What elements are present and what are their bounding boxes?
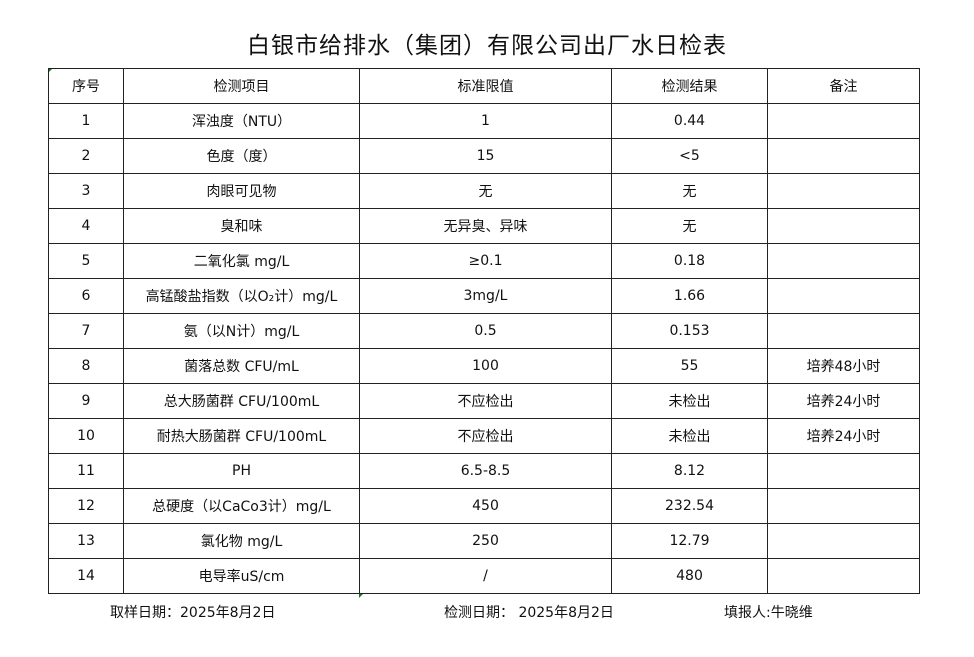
- table-row: 13 氯化物 mg/L 250 12.79: [48, 523, 920, 559]
- table-row: 4 臭和味 无异臭、异味无: [48, 208, 920, 244]
- cell-result: 232.54: [611, 488, 768, 524]
- table-row: 10 耐热大肠菌群 CFU/100mL 不应检出 未检出 培养24小时: [48, 418, 920, 454]
- cell-result: 无: [611, 173, 768, 209]
- sample-date: 取样日期：2025年8月2日: [110, 605, 276, 621]
- table-row: 12 总硬度（以CaCo3计）mg/L 450 232.54: [48, 488, 920, 524]
- cell-no: 11: [48, 453, 124, 489]
- cell-limit: 100: [359, 348, 612, 384]
- cell-result: 8.12: [611, 453, 768, 489]
- cell-limit: 15: [359, 138, 612, 174]
- cell-no: 12: [48, 488, 124, 524]
- cell-no: 4: [48, 208, 124, 244]
- table-row: 7 氨（以N计）mg/L 0.5 0.153: [48, 313, 920, 349]
- cell-no: 5: [48, 243, 124, 279]
- table-row: 1 浑浊度（NTU） 1 0.44: [48, 103, 920, 139]
- table-row: 14 电导率uS/cm/480: [48, 558, 920, 594]
- cell-result: 0.44: [611, 103, 768, 139]
- header-no: 序号: [48, 68, 124, 104]
- cell-no: 9: [48, 383, 124, 419]
- header-note: 备注: [767, 68, 920, 104]
- cell-limit: 不应检出: [359, 383, 612, 419]
- cell-result: 未检出: [611, 383, 768, 419]
- cell-item: 氯化物 mg/L: [123, 523, 360, 559]
- cell-item: 耐热大肠菌群 CFU/100mL: [123, 418, 360, 454]
- cell-no: 1: [48, 103, 124, 139]
- cell-note: [767, 558, 920, 594]
- cell-no: 8: [48, 348, 124, 384]
- cell-note: [767, 208, 920, 244]
- cell-note: [767, 278, 920, 314]
- cell-no: 14: [48, 558, 124, 594]
- cell-item: 臭和味: [123, 208, 360, 244]
- cell-no: 6: [48, 278, 124, 314]
- cell-limit: ≥0.1: [359, 243, 612, 279]
- cell-item: 电导率uS/cm: [123, 558, 360, 594]
- cell-result: <5: [611, 138, 768, 174]
- test-date: 检测日期： 2025年8月2日: [444, 605, 614, 621]
- table-row: 9 总大肠菌群 CFU/100mL 不应检出 未检出 培养24小时: [48, 383, 920, 419]
- cell-result: 未检出: [611, 418, 768, 454]
- table-row: 3 肉眼可见物无无: [48, 173, 920, 209]
- cell-note: [767, 138, 920, 174]
- cell-no: 2: [48, 138, 124, 174]
- cell-note: [767, 173, 920, 209]
- cell-note: [767, 523, 920, 559]
- header-limit: 标准限值: [359, 68, 612, 104]
- cell-limit: 1: [359, 103, 612, 139]
- cell-item: 总大肠菌群 CFU/100mL: [123, 383, 360, 419]
- cell-result: 无: [611, 208, 768, 244]
- header-result: 检测结果: [611, 68, 768, 104]
- cell-note: [767, 243, 920, 279]
- header-item: 检测项目: [123, 68, 360, 104]
- cell-note: [767, 453, 920, 489]
- cell-item: 肉眼可见物: [123, 173, 360, 209]
- cell-note: [767, 313, 920, 349]
- cell-marker-icon: [359, 593, 364, 598]
- cell-limit: 无异臭、异味: [359, 208, 612, 244]
- cell-item: 氨（以N计）mg/L: [123, 313, 360, 349]
- cell-limit: 3mg/L: [359, 278, 612, 314]
- cell-result: 0.153: [611, 313, 768, 349]
- cell-item: PH: [123, 453, 360, 489]
- cell-no: 3: [48, 173, 124, 209]
- cell-no: 7: [48, 313, 124, 349]
- cell-limit: 不应检出: [359, 418, 612, 454]
- inspection-table: 序号 检测项目 标准限值 检测结果 备注 1 浑浊度（NTU） 1 0.44 2 色度（度…: [48, 68, 920, 594]
- cell-item: 二氧化氯 mg/L: [123, 243, 360, 279]
- cell-limit: 450: [359, 488, 612, 524]
- cell-no: 13: [48, 523, 124, 559]
- cell-limit: 6.5-8.5: [359, 453, 612, 489]
- cell-item: 菌落总数 CFU/mL: [123, 348, 360, 384]
- table-row: 8 菌落总数 CFU/mL 100 55 培养48小时: [48, 348, 920, 384]
- cell-result: 12.79: [611, 523, 768, 559]
- cell-limit: 250: [359, 523, 612, 559]
- cell-item: 色度（度）: [123, 138, 360, 174]
- cell-result: 480: [611, 558, 768, 594]
- cell-note: [767, 488, 920, 524]
- cell-limit: /: [359, 558, 612, 594]
- cell-note: 培养48小时: [767, 348, 920, 384]
- cell-no: 10: [48, 418, 124, 454]
- cell-note: 培养24小时: [767, 383, 920, 419]
- cell-note: 培养24小时: [767, 418, 920, 454]
- cell-limit: 无: [359, 173, 612, 209]
- cell-result: 55: [611, 348, 768, 384]
- cell-result: 0.18: [611, 243, 768, 279]
- table-row: 11 PH 6.5-8.5 8.12: [48, 453, 920, 489]
- cell-limit: 0.5: [359, 313, 612, 349]
- table-row: 6 高锰酸盐指数（以O₂计）mg/L 3mg/L 1.66: [48, 278, 920, 314]
- cell-item: 浑浊度（NTU）: [123, 103, 360, 139]
- cell-result: 1.66: [611, 278, 768, 314]
- reporter: 填报人:牛晓维: [724, 605, 813, 621]
- cell-note: [767, 103, 920, 139]
- page-title: 白银市给排水（集团）有限公司出厂水日检表: [247, 33, 727, 59]
- cell-item: 高锰酸盐指数（以O₂计）mg/L: [123, 278, 360, 314]
- table-row: 5 二氧化氯 mg/L ≥0.1 0.18: [48, 243, 920, 279]
- table-header-row: 序号 检测项目 标准限值 检测结果 备注: [48, 68, 920, 104]
- table-row: 2 色度（度） 15 <5: [48, 138, 920, 174]
- cell-item: 总硬度（以CaCo3计）mg/L: [123, 488, 360, 524]
